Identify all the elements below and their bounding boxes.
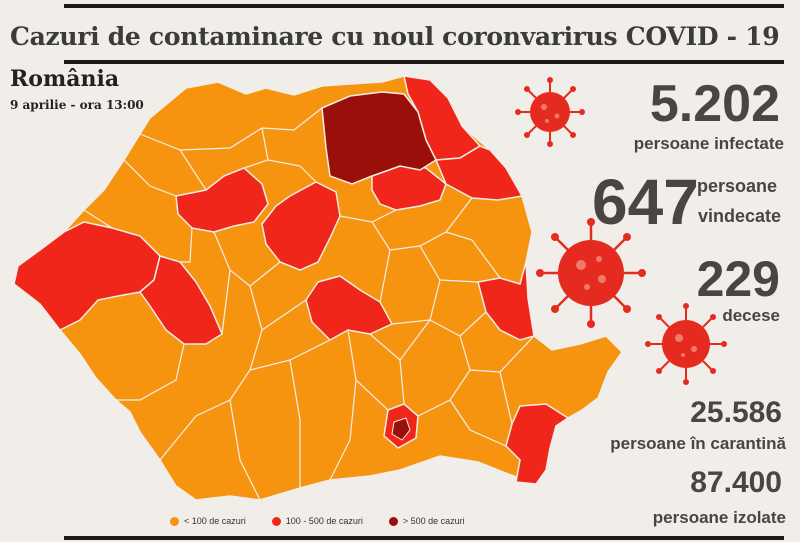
- deaths-count: 229: [696, 251, 780, 307]
- map-county-borders: [83, 107, 535, 501]
- legend-dot-icon: [170, 516, 179, 526]
- legend-label: < 100 de cazuri: [184, 516, 246, 526]
- page-title: Cazuri de contaminare cu noul coronvarir…: [10, 22, 780, 51]
- title-rule: [64, 60, 784, 64]
- country-name: România: [10, 66, 120, 92]
- isolated-count: 87.400: [690, 466, 782, 499]
- map-county-bucharest: [391, 417, 411, 441]
- map-county-cluj: [175, 167, 269, 233]
- map-county-suceava: [321, 91, 437, 185]
- report-date: 9 aprilie - ora 13:00: [10, 98, 144, 112]
- quarantine-count: 25.586: [690, 396, 782, 429]
- map-county-west: [13, 221, 161, 331]
- legend-item-medium: 100 - 500 de cazuri: [271, 516, 363, 526]
- legend-label: > 500 de cazuri: [402, 516, 465, 526]
- infected-label: persoane infectate: [633, 134, 784, 153]
- legend-item-high: > 500 de cazuri: [388, 516, 465, 526]
- map-county-arad: [138, 255, 223, 345]
- map-legend: < 100 de cazuri 100 - 500 de cazuri > 50…: [170, 516, 465, 526]
- quarantine-label: persoane în carantină: [610, 434, 786, 453]
- map-county-constanta: [505, 403, 570, 485]
- bottom-rule: [64, 536, 784, 540]
- infected-count: 5.202: [649, 75, 780, 133]
- legend-item-low: < 100 de cazuri: [170, 516, 246, 526]
- map-county-galati: [477, 261, 535, 341]
- map-county-mures: [261, 181, 341, 271]
- deaths-label: decese: [722, 306, 780, 325]
- isolated-label: persoane izolate: [652, 508, 786, 527]
- virus-icon: [515, 77, 585, 147]
- map-county-iasi: [434, 145, 524, 201]
- top-rule: [64, 4, 784, 8]
- virus-icon: [536, 218, 646, 328]
- recovered-label-2: vindecate: [698, 206, 782, 226]
- legend-label: 100 - 500 de cazuri: [285, 516, 363, 526]
- legend-dot-icon: [388, 516, 398, 526]
- virus-icon: [645, 303, 727, 385]
- legend-dot-icon: [271, 516, 281, 526]
- recovered-count: 647: [592, 166, 699, 238]
- recovered-label-1: persoane: [697, 176, 778, 196]
